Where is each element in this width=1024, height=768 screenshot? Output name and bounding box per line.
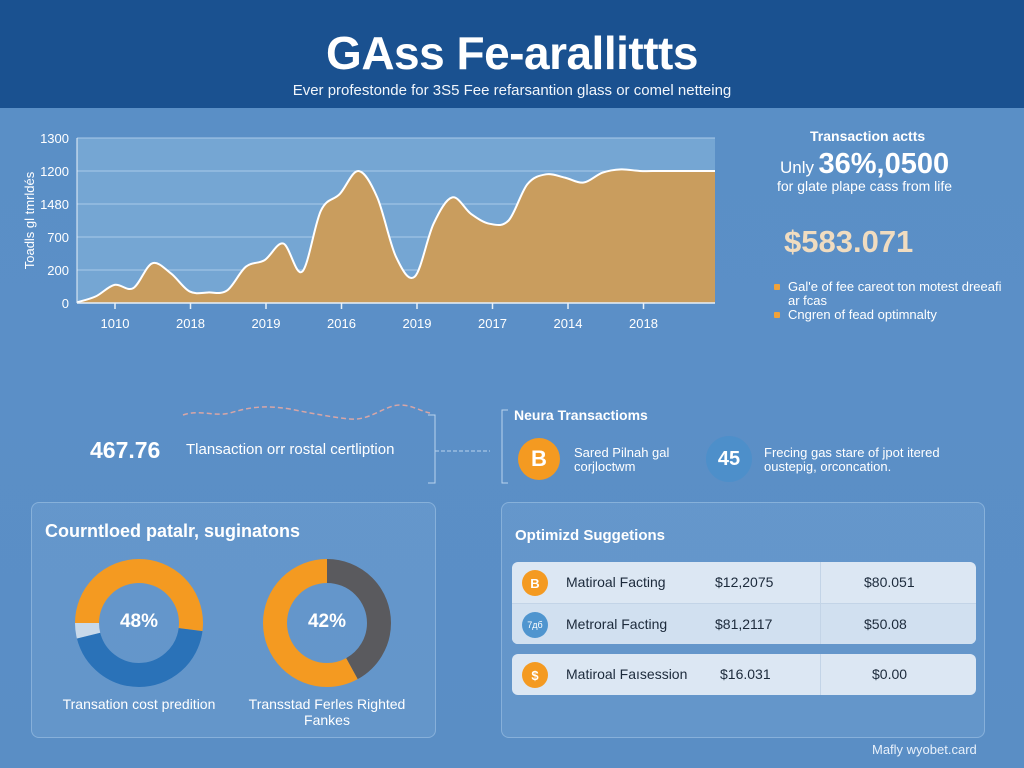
stats-title: Transaction actts: [810, 128, 926, 144]
row-value-2: $80.051: [864, 574, 915, 590]
header-banner: GAss Fe-arallittts Ever profestonde for …: [0, 0, 1024, 108]
x-tick-label: 2018: [629, 316, 658, 331]
suggestions-table: B Matiroal Facting $12,2075 $80.051 7дб …: [512, 562, 976, 644]
bitcoin-icon: B: [522, 570, 548, 596]
x-tick-label: 2016: [327, 316, 356, 331]
stats-headline: Unly 36%,0500: [780, 148, 949, 181]
row-value-1: $12,2075: [715, 574, 774, 590]
y-tick-label: 700: [47, 230, 69, 245]
area-chart-svg: 0 200 700 1480 1200 1300 1010 2018 2019 2016 2019 2…: [22, 131, 715, 331]
stats-big-value: 36%,0500: [818, 148, 950, 180]
column-divider: [820, 604, 821, 644]
bullet-item: Gal'e of fee careot ton motest dreeafi a…: [772, 280, 1012, 308]
metric-label: Tlansaction orr rostal certliption: [186, 441, 395, 458]
table-row[interactable]: B Matiroal Facting $12,2075 $80.051: [512, 562, 976, 603]
donut-caption: Transation cost predition: [62, 696, 216, 712]
row-value-2: $50.08: [864, 616, 907, 632]
donut-caption: Transstad Ferles Righted Fankes: [248, 696, 406, 728]
row-value-1: $81,2117: [715, 616, 773, 632]
dollar-coin-icon: $: [522, 662, 548, 688]
donut-segment-light: [75, 559, 203, 687]
donut-chart: [75, 559, 203, 687]
bullet-text: Cngren of fead optimnalty: [788, 307, 937, 322]
metric-section: 467.76 Tlansaction orr rostal certliptio…: [0, 395, 490, 485]
bracket-decoration: [501, 409, 508, 484]
row-name: Matiroal Faısession: [566, 666, 688, 682]
bullet-dot-icon: [774, 312, 780, 318]
connector-decoration: [182, 404, 490, 484]
row-name: Metroral Facting: [566, 616, 668, 632]
donut-segment-orange: [263, 559, 391, 687]
donut-chart: [263, 559, 391, 687]
footer-link[interactable]: Mafly wyobet.card: [872, 742, 977, 757]
bitcoin-icon: B: [518, 438, 560, 480]
y-tick-label: 1480: [40, 197, 69, 212]
x-tick-label: 2019: [403, 316, 432, 331]
y-tick-label: 1300: [40, 131, 69, 146]
page-subtitle: Ever profestonde for 3S5 Fee refarsantio…: [292, 82, 732, 99]
stats-prefix: Unly: [780, 158, 815, 177]
x-tick-label: 2019: [252, 316, 281, 331]
dashed-wave: [182, 404, 431, 420]
panel-title: Optimizd Suggetions: [515, 527, 665, 544]
x-tick-label: 1010: [101, 316, 130, 331]
area-fill: [77, 169, 715, 303]
bracket-line: [428, 414, 436, 484]
transactions-section: Neura Transactioms B Sared Pilnah gal co…: [496, 398, 996, 493]
suggestions-donut-panel: Courntloed patalr, suginatons 48% Transa…: [31, 502, 436, 738]
bullet-text: Gal'e of fee careot ton motest dreeafi a…: [788, 279, 1002, 308]
area-chart: 0 200 700 1480 1200 1300 1010 2018 2019 2016 2019 2…: [0, 118, 740, 348]
row-name: Matiroal Facting: [566, 574, 666, 590]
donut-segment-blue: [75, 559, 203, 687]
area-line: [76, 168, 715, 304]
table-row[interactable]: 7дб Metroral Facting $81,2117 $50.08: [512, 603, 976, 644]
column-divider: [820, 562, 821, 603]
panel-title: Courntloed patalr, suginatons: [45, 521, 301, 541]
stats-subtext: for glate plape cass from life: [777, 178, 953, 194]
page-title: GAss Fe-arallittts: [326, 27, 698, 79]
y-axis-label: Toadls gl tmrldés: [22, 171, 37, 269]
token-icon: 7дб: [522, 612, 548, 638]
y-tick-label: 200: [47, 263, 69, 278]
row-value-1: $16.031: [720, 666, 771, 682]
stats-money-value: $583.071: [784, 224, 914, 259]
x-tick-label: 2017: [478, 316, 507, 331]
row-value-2: $0.00: [872, 666, 908, 682]
donut-percent: 48%: [119, 611, 159, 632]
bullet-item: Cngren of fead optimnalty: [772, 308, 1012, 322]
section-title: Neura Transactioms: [514, 407, 648, 423]
stats-bullets: Gal'e of fee careot ton motest dreeafi a…: [772, 280, 1012, 322]
bullet-dot-icon: [774, 284, 780, 290]
suggestions-table: $ Matiroal Faısession $16.031 $0.00: [512, 654, 976, 695]
donut-percent: 42%: [307, 611, 347, 632]
table-row[interactable]: $ Matiroal Faısession $16.031 $0.00: [512, 654, 976, 695]
x-tick-label: 2014: [554, 316, 583, 331]
transaction-desc: Frecing gas stare of jpot itered oustepi…: [764, 445, 940, 474]
metric-value: 467.76: [90, 437, 161, 463]
y-tick-label: 1200: [40, 164, 69, 179]
count-badge: 45: [706, 436, 752, 482]
optimized-suggestions-panel: Optimizd Suggetions B Matiroal Facting $…: [501, 502, 985, 738]
column-divider: [820, 654, 821, 695]
y-tick-label: 0: [62, 296, 69, 311]
x-tick-label: 2018: [176, 316, 205, 331]
transaction-desc: Sared Pilnah gal corjloctwm: [574, 445, 670, 474]
